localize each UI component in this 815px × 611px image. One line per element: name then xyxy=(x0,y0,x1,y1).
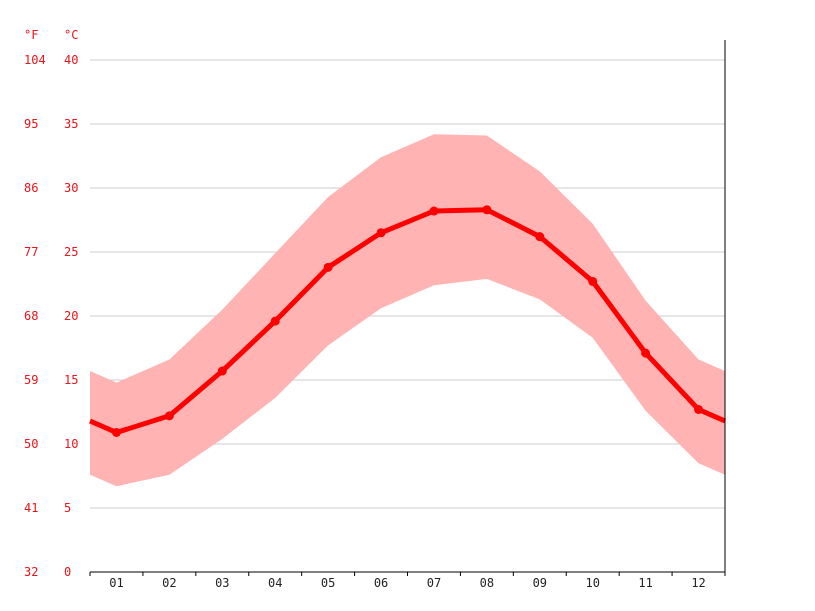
x-tick-label: 04 xyxy=(268,576,282,590)
x-tick-label: 07 xyxy=(427,576,441,590)
y-tick-fahrenheit: 95 xyxy=(24,117,38,131)
unit-label-celsius: °C xyxy=(64,28,78,42)
x-tick-label: 02 xyxy=(162,576,176,590)
data-point xyxy=(164,411,174,421)
y-tick-celsius: 10 xyxy=(64,437,78,451)
y-tick-celsius: 0 xyxy=(64,565,71,579)
data-point xyxy=(429,206,439,216)
x-tick-label: 11 xyxy=(638,576,652,590)
data-point xyxy=(641,348,651,358)
data-point xyxy=(111,427,121,437)
y-tick-celsius: 30 xyxy=(64,181,78,195)
x-tick-label: 06 xyxy=(374,576,388,590)
data-point xyxy=(588,276,598,286)
y-tick-fahrenheit: 77 xyxy=(24,245,38,259)
x-tick-label: 12 xyxy=(691,576,705,590)
temperature-range-band xyxy=(90,134,725,487)
average-temperature-points xyxy=(111,205,704,437)
x-tick-label: 05 xyxy=(321,576,335,590)
x-tick-label: 10 xyxy=(585,576,599,590)
y-axis-labels: °F °C 32 0 41 5 50 10 59 15 68 20 77 25 86 30 95 35 104 4… xyxy=(24,28,78,579)
data-point xyxy=(694,404,704,414)
y-tick-fahrenheit: 41 xyxy=(24,501,38,515)
y-tick-celsius: 25 xyxy=(64,245,78,259)
y-tick-celsius: 5 xyxy=(64,501,71,515)
data-point xyxy=(323,262,333,272)
y-tick-fahrenheit: 86 xyxy=(24,181,38,195)
y-tick-fahrenheit: 68 xyxy=(24,309,38,323)
x-axis-labels: 01 02 03 04 05 06 07 08 09 10 11 12 xyxy=(109,576,706,590)
axes xyxy=(89,40,726,576)
data-point xyxy=(217,366,227,376)
y-tick-fahrenheit: 59 xyxy=(24,373,38,387)
y-tick-celsius: 20 xyxy=(64,309,78,323)
y-tick-fahrenheit: 32 xyxy=(24,565,38,579)
data-point xyxy=(376,228,386,238)
x-tick-label: 09 xyxy=(533,576,547,590)
x-tick-label: 01 xyxy=(109,576,123,590)
y-tick-fahrenheit: 50 xyxy=(24,437,38,451)
x-tick-label: 03 xyxy=(215,576,229,590)
y-tick-celsius: 35 xyxy=(64,117,78,131)
unit-label-fahrenheit: °F xyxy=(24,28,38,42)
average-temperature-line xyxy=(89,207,727,435)
y-tick-celsius: 15 xyxy=(64,373,78,387)
data-point xyxy=(270,316,280,326)
y-tick-fahrenheit: 104 xyxy=(24,53,46,67)
x-tick-label: 08 xyxy=(480,576,494,590)
data-point xyxy=(482,205,492,215)
data-point xyxy=(535,232,545,242)
y-tick-celsius: 40 xyxy=(64,53,78,67)
